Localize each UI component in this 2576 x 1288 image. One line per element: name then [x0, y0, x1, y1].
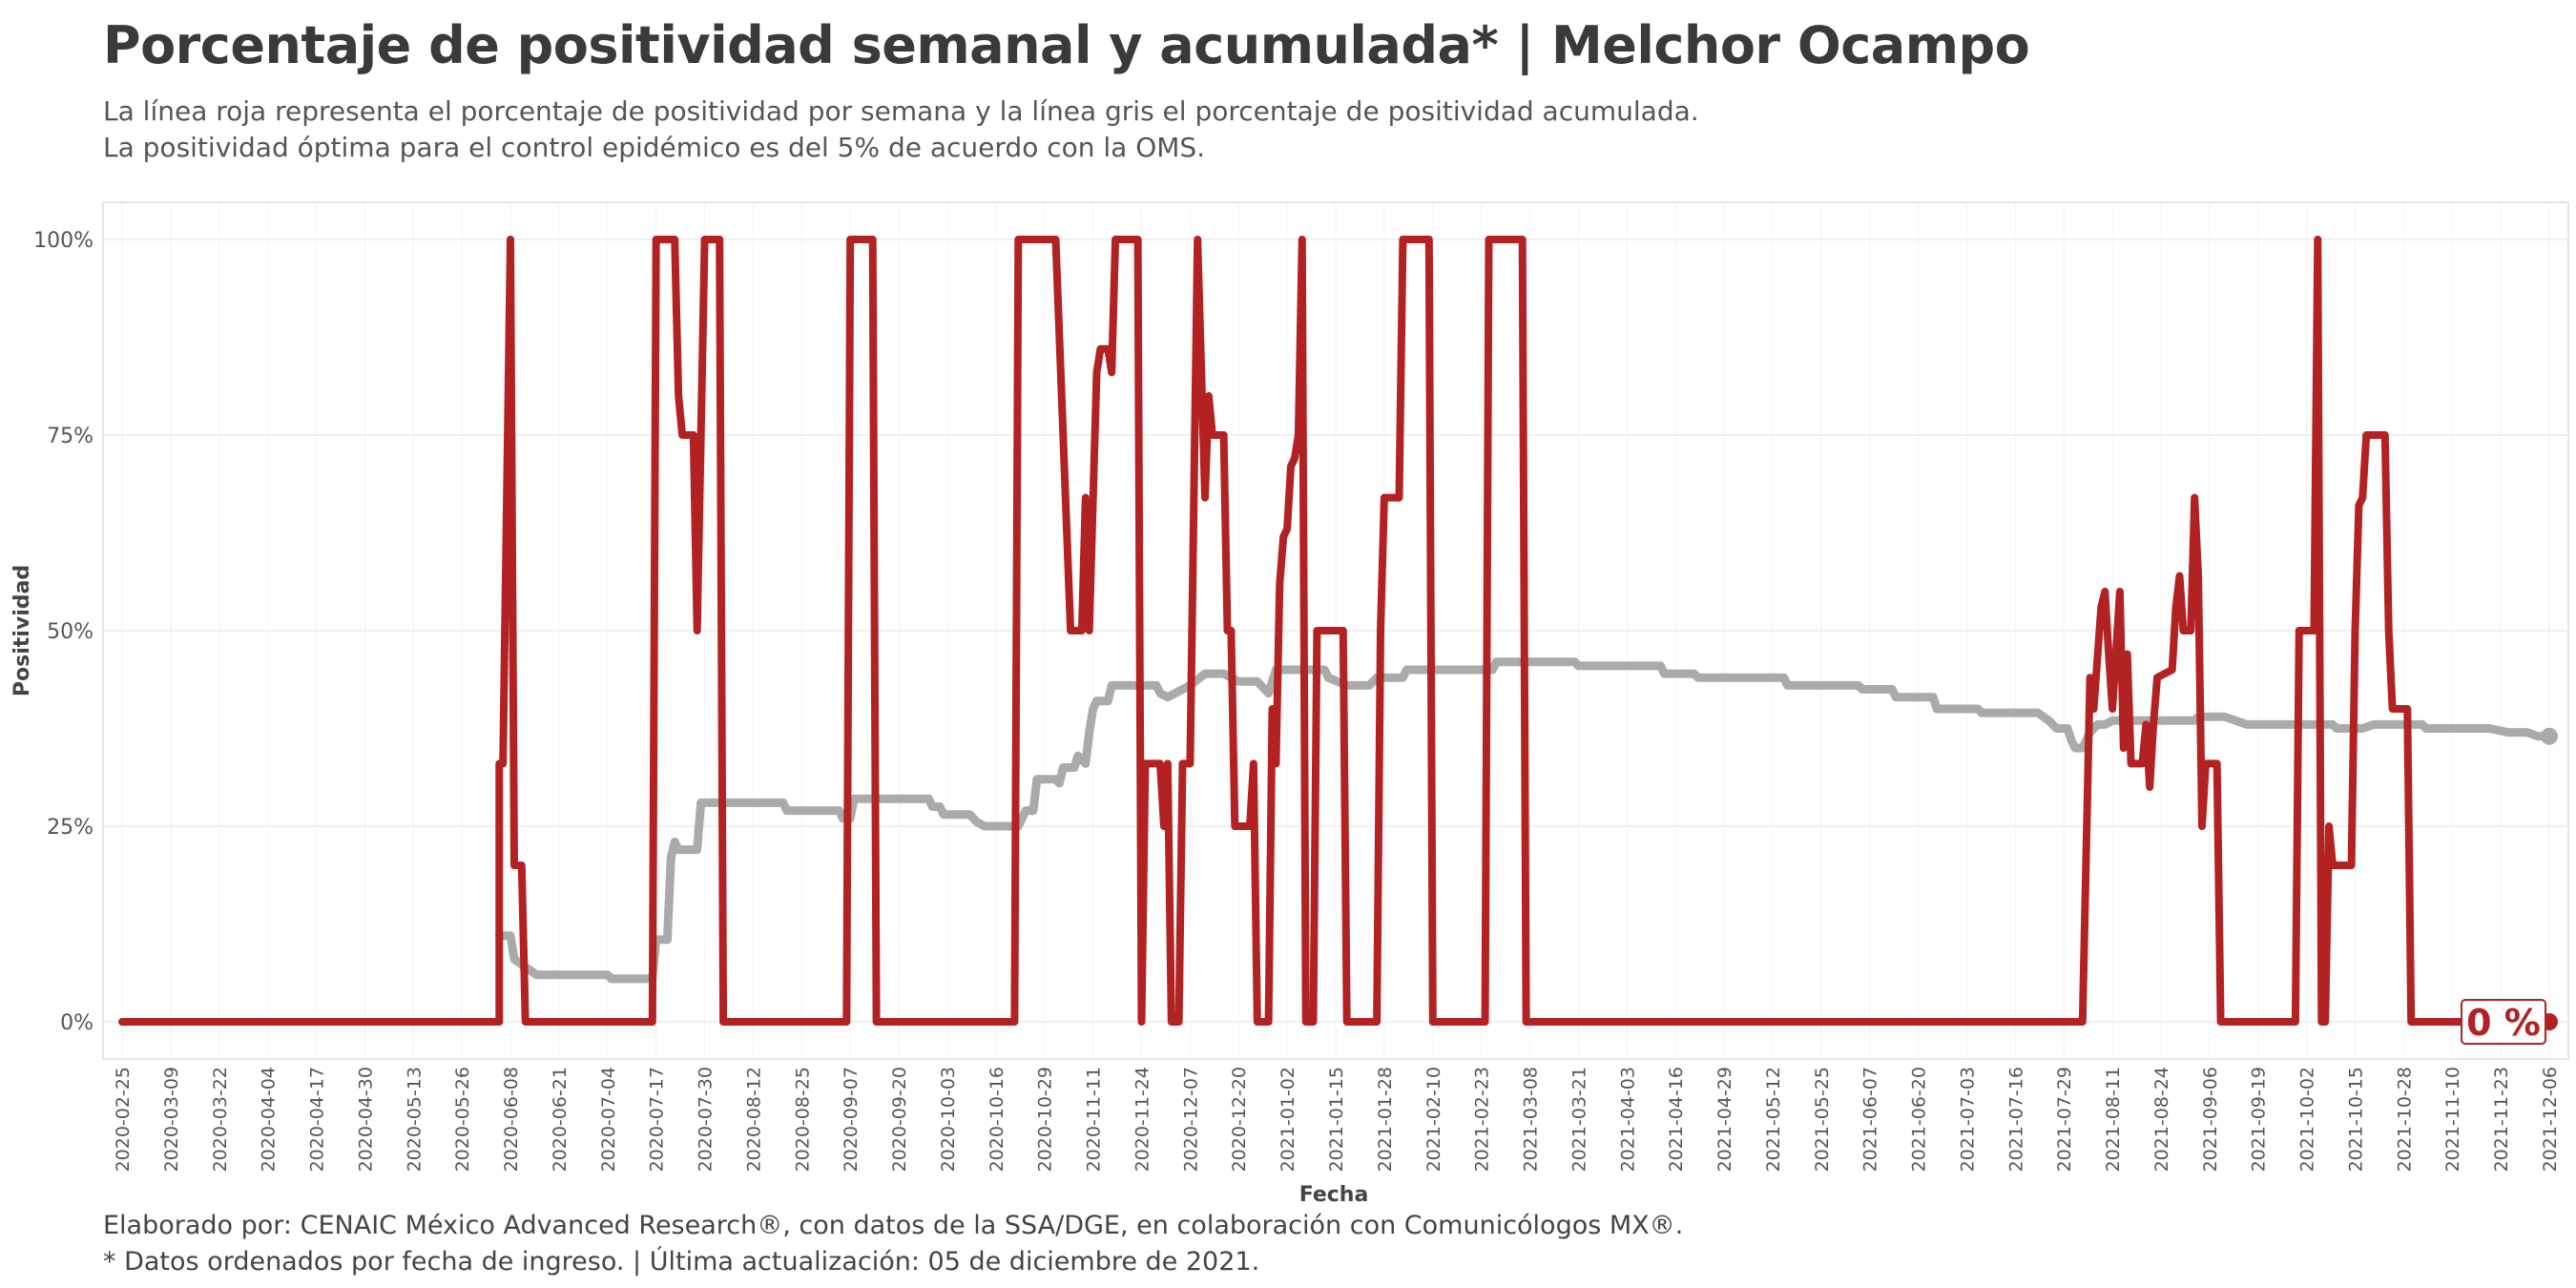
caption-line-2: * Datos ordenados por fecha de ingreso. …	[103, 1247, 1260, 1277]
subtitle-line-1: La línea roja representa el porcentaje d…	[103, 95, 1699, 127]
x-tick-label: 2021-02-23	[1472, 1067, 1493, 1172]
x-tick-label: 2021-03-21	[1568, 1067, 1589, 1172]
x-tick-label: 2021-01-15	[1326, 1067, 1347, 1172]
x-tick-label: 2020-11-11	[1084, 1067, 1105, 1172]
end-value-badge: 0 %	[2461, 999, 2546, 1045]
chart-subtitle: La línea roja representa el porcentaje d…	[103, 93, 1699, 166]
x-tick-label: 2020-09-20	[889, 1067, 910, 1172]
x-tick-label: 2021-03-08	[1521, 1067, 1542, 1172]
x-tick-label: 2020-03-09	[161, 1067, 182, 1172]
x-tick-label: 2021-07-03	[1957, 1067, 1978, 1172]
x-tick-label: 2020-07-17	[647, 1067, 668, 1172]
x-tick-label: 2020-04-30	[355, 1067, 376, 1172]
x-tick-label: 2021-04-03	[1617, 1067, 1638, 1172]
x-tick-label: 2020-10-03	[938, 1067, 959, 1172]
x-tick-label: 2020-05-26	[452, 1067, 473, 1172]
x-tick-label: 2021-01-02	[1278, 1067, 1298, 1172]
chart-caption: Elaborado por: CENAIC México Advanced Re…	[103, 1208, 1683, 1280]
caption-line-1: Elaborado por: CENAIC México Advanced Re…	[103, 1211, 1684, 1240]
y-tick-label: 100%	[33, 229, 93, 253]
end-value-label: 0 %	[2466, 1002, 2541, 1044]
x-tick-label: 2021-08-24	[2151, 1067, 2172, 1172]
x-tick-label: 2020-10-16	[987, 1067, 1008, 1172]
x-tick-label: 2020-12-20	[1229, 1067, 1250, 1172]
x-tick-label: 2020-04-04	[259, 1067, 280, 1172]
x-tick-label: 2021-02-10	[1423, 1067, 1444, 1172]
cumulative-end-point	[2541, 727, 2558, 745]
y-axis-ticks: 0% 25% 50% 75% 100%	[33, 229, 93, 1035]
x-tick-label: 2020-08-25	[792, 1067, 813, 1172]
y-tick-label: 25%	[47, 816, 93, 840]
x-axis-ticks: 2020-02-25 2020-03-09 2020-03-22 2020-04-04…	[113, 1067, 2561, 1172]
x-tick-label: 2021-06-20	[1909, 1067, 1930, 1172]
x-tick-label: 2021-09-19	[2249, 1067, 2270, 1172]
x-tick-label: 2021-05-25	[1812, 1067, 1833, 1172]
x-tick-label: 2021-05-12	[1763, 1067, 1784, 1172]
x-tick-label: 2021-10-15	[2345, 1067, 2366, 1172]
x-tick-label: 2021-10-02	[2297, 1067, 2318, 1172]
x-tick-label: 2020-03-22	[210, 1067, 231, 1172]
x-tick-label: 2021-10-28	[2394, 1067, 2415, 1172]
y-tick-label: 75%	[47, 425, 93, 448]
x-tick-label: 2021-08-11	[2103, 1067, 2124, 1172]
x-tick-label: 2021-01-28	[1375, 1067, 1396, 1172]
x-tick-label: 2020-05-13	[404, 1067, 425, 1172]
x-tick-label: 2021-09-06	[2200, 1067, 2221, 1172]
subtitle-line-2: La positividad óptima para el control ep…	[103, 132, 1206, 163]
x-tick-label: 2020-07-04	[598, 1067, 619, 1172]
x-tick-label: 2020-04-17	[307, 1067, 328, 1172]
cumulative-positivity-line	[494, 657, 2554, 984]
x-tick-label: 2020-07-30	[696, 1067, 717, 1172]
x-tick-label: 2020-11-24	[1132, 1067, 1153, 1172]
x-tick-label: 2021-04-29	[1714, 1067, 1735, 1172]
x-tick-label: 2021-11-10	[2442, 1067, 2463, 1172]
x-tick-label: 2020-06-21	[550, 1067, 571, 1172]
x-tick-label: 2021-12-06	[2540, 1067, 2561, 1172]
chart-title: Porcentaje de positividad semanal y acum…	[103, 15, 2030, 75]
series-lines	[118, 236, 2558, 1030]
x-tick-label: 2020-09-07	[841, 1067, 862, 1172]
x-axis-title: Fecha	[1299, 1183, 1369, 1207]
x-tick-label: 2021-07-29	[2054, 1067, 2075, 1172]
x-tick-label: 2020-10-29	[1035, 1067, 1056, 1172]
x-tick-label: 2021-07-16	[2005, 1067, 2026, 1172]
x-tick-label: 2021-06-07	[1860, 1067, 1881, 1172]
x-tick-label: 2021-04-16	[1666, 1067, 1687, 1172]
x-tick-label: 2020-08-12	[743, 1067, 764, 1172]
y-axis-title: Positividad	[10, 565, 34, 696]
x-tick-label: 2020-02-25	[113, 1067, 134, 1172]
y-tick-label: 0%	[60, 1011, 93, 1035]
x-tick-label: 2020-12-07	[1180, 1067, 1201, 1172]
x-tick-label: 2020-06-08	[501, 1067, 522, 1172]
y-tick-label: 50%	[47, 620, 93, 644]
x-tick-label: 2021-11-23	[2491, 1067, 2512, 1172]
weekly-positivity-line	[118, 236, 2553, 1026]
